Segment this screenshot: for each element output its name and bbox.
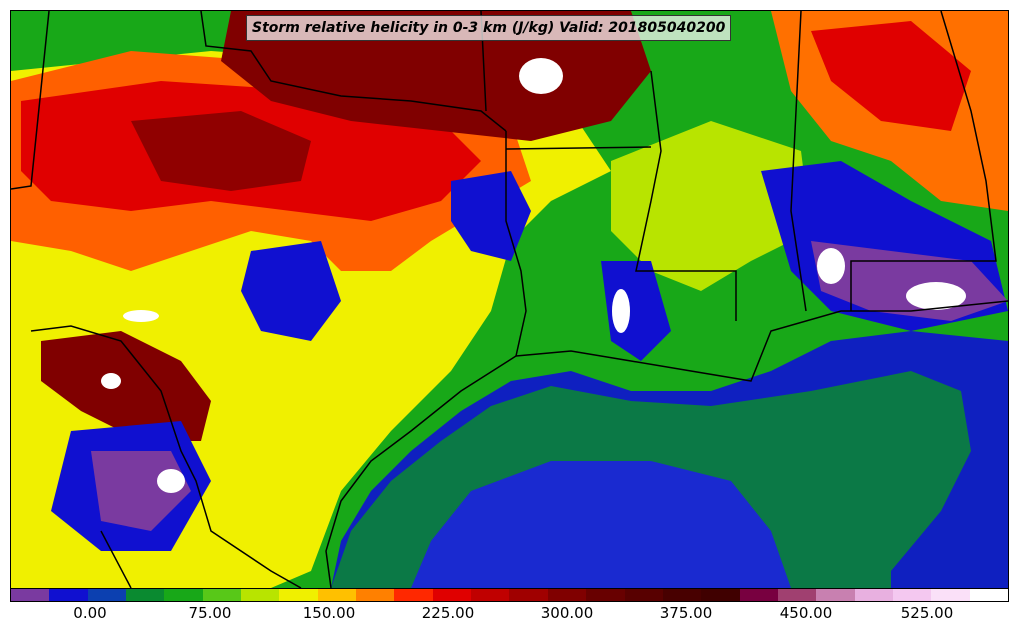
colorbar-segment: [87, 589, 127, 601]
colorbar-segment: [816, 589, 855, 601]
colorbar-tick-label: 525.00: [900, 604, 954, 622]
peak-mississippi: [817, 248, 845, 284]
rio-grande: [30, 325, 302, 588]
colorbar-segment: [777, 589, 817, 601]
state-line-ms-al: [790, 11, 807, 312]
state-line-nm: [11, 11, 50, 190]
state-line-al-ga: [850, 11, 997, 311]
colorbar-segment: [317, 589, 357, 601]
colorbar-tick-label: 375.00: [659, 604, 713, 622]
colorbar-segment: [547, 589, 587, 601]
colorbar-segment: [49, 589, 88, 601]
colorbar-tick-label: 0.00: [73, 604, 107, 622]
colorbar-tick-label: 450.00: [779, 604, 833, 622]
mississippi-river: [635, 70, 737, 321]
colorbar-segment: [394, 589, 433, 601]
peak-west: [123, 310, 159, 322]
colorbar-tick-label: 225.00: [421, 604, 475, 622]
colorbar-segment: [356, 589, 395, 601]
colorbar-segment: [662, 589, 702, 601]
peak-mexico: [157, 469, 185, 493]
colorbar-segment: [931, 589, 970, 601]
peak-north: [519, 58, 563, 94]
peak-alabama: [906, 282, 966, 310]
colorbar-segment: [739, 589, 778, 601]
colorbar-segment: [164, 589, 203, 601]
gulf-coast-north: [515, 300, 1008, 382]
map-title: Storm relative helicity in 0-3 km (J/kg)…: [246, 15, 732, 41]
colorbar-segment: [892, 589, 932, 601]
boundaries: [11, 11, 1008, 588]
colorbar-segment: [11, 589, 50, 601]
gulf-deep: [411, 461, 791, 588]
colorbar-tick-label: 150.00: [302, 604, 356, 622]
land-lightgreen: [611, 121, 811, 291]
colorbar-segment: [241, 589, 280, 601]
colorbar-segment: [701, 589, 740, 601]
land-red-east: [811, 21, 971, 131]
colorbar-segment: [969, 589, 1008, 601]
gulf-coast-texas: [325, 355, 517, 588]
colorbar-segment: [509, 589, 548, 601]
colorbar-segment: [586, 589, 625, 601]
colorbar-segment: [471, 589, 510, 601]
colorbar-tick-label: 75.00: [188, 604, 232, 622]
colorbar-segment: [202, 589, 242, 601]
map-panel: [10, 10, 1009, 589]
colorbar-segment: [279, 589, 318, 601]
border-mexico-south: [100, 530, 132, 588]
colorbar-segment: [126, 589, 165, 601]
colorbar: [10, 588, 1009, 602]
peak-louisiana: [612, 289, 630, 333]
colorbar-segment: [854, 589, 893, 601]
helicity-map: [11, 11, 1008, 588]
colorbar-segment: [432, 589, 472, 601]
colorbar-segment: [624, 589, 663, 601]
red-river: [200, 11, 507, 132]
peak-southwest: [101, 373, 121, 389]
state-line-ar-la: [505, 146, 652, 150]
state-line-tx-la: [505, 131, 527, 357]
blue-pocket-3: [601, 261, 671, 361]
blue-pocket-2: [241, 241, 341, 341]
land-darkred-center: [131, 111, 311, 191]
land-darkred-north: [221, 11, 651, 141]
colorbar-tick-label: 300.00: [540, 604, 594, 622]
